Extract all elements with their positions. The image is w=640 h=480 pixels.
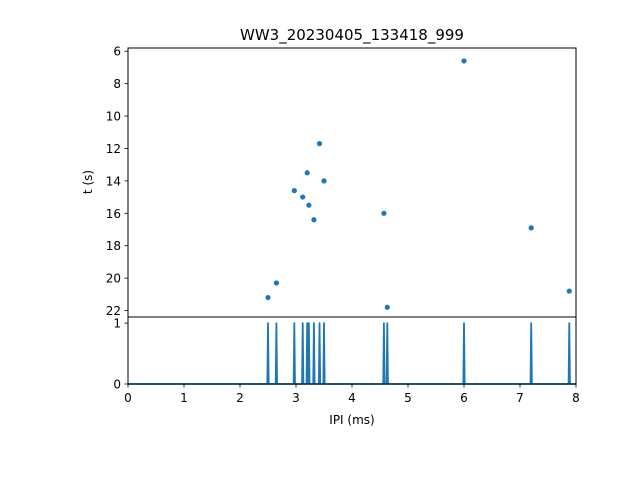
scatter-point bbox=[566, 288, 572, 294]
scatter-y-ticks: 6 8 10 12 14 16 18 20 22 bbox=[106, 45, 128, 318]
scatter-point bbox=[384, 304, 390, 310]
scatter-y-axis-label: t (s) bbox=[81, 170, 95, 194]
spike-x-tick-label: 8 bbox=[572, 391, 580, 405]
scatter-y-tick-label: 10 bbox=[106, 110, 121, 124]
spike-x-tick-label: 4 bbox=[348, 391, 356, 405]
scatter-y-tick-label: 8 bbox=[113, 77, 121, 91]
spike-x-tick-label: 6 bbox=[460, 391, 468, 405]
scatter-point bbox=[265, 294, 271, 301]
scatter-point bbox=[321, 178, 327, 184]
scatter-y-tick-label: 20 bbox=[106, 272, 121, 286]
scatter-point bbox=[381, 210, 387, 216]
spike-x-axis-label: IPI (ms) bbox=[329, 413, 374, 427]
spike-x-tick-label: 7 bbox=[516, 391, 524, 405]
scatter-point bbox=[300, 194, 306, 200]
scatter-point bbox=[291, 188, 297, 194]
spike-y-tick-label: 0 bbox=[113, 378, 121, 392]
spike-x-ticks: 0 1 2 3 4 5 6 7 8 bbox=[124, 384, 580, 405]
scatter-y-tick-label: 12 bbox=[106, 142, 121, 156]
spike-x-tick-label: 1 bbox=[180, 391, 188, 405]
scatter-y-tick-label: 6 bbox=[113, 45, 121, 59]
spike-x-tick-label: 3 bbox=[292, 391, 300, 405]
spike-y-tick-label: 1 bbox=[113, 317, 121, 331]
scatter-y-tick-label: 22 bbox=[106, 304, 121, 318]
spike-x-tick-label: 2 bbox=[236, 391, 244, 405]
scatter-point bbox=[461, 58, 467, 64]
scatter-point bbox=[304, 170, 310, 176]
scatter-point bbox=[273, 280, 279, 286]
chart-title: WW3_20230405_133418_999 bbox=[240, 26, 464, 45]
scatter-point bbox=[528, 225, 534, 231]
spike-plot-frame bbox=[127, 316, 577, 385]
scatter-point bbox=[316, 141, 323, 147]
scatter-y-tick-label: 14 bbox=[106, 174, 121, 188]
spike-y-ticks: 01 bbox=[113, 317, 128, 392]
scatter-points bbox=[265, 58, 572, 310]
scatter-point bbox=[306, 202, 312, 208]
scatter-point bbox=[311, 217, 317, 223]
spike-x-tick-label: 0 bbox=[124, 391, 132, 405]
scatter-y-tick-label: 18 bbox=[106, 239, 121, 253]
spike-x-tick-label: 5 bbox=[404, 391, 412, 405]
scatter-y-tick-label: 16 bbox=[106, 207, 121, 221]
